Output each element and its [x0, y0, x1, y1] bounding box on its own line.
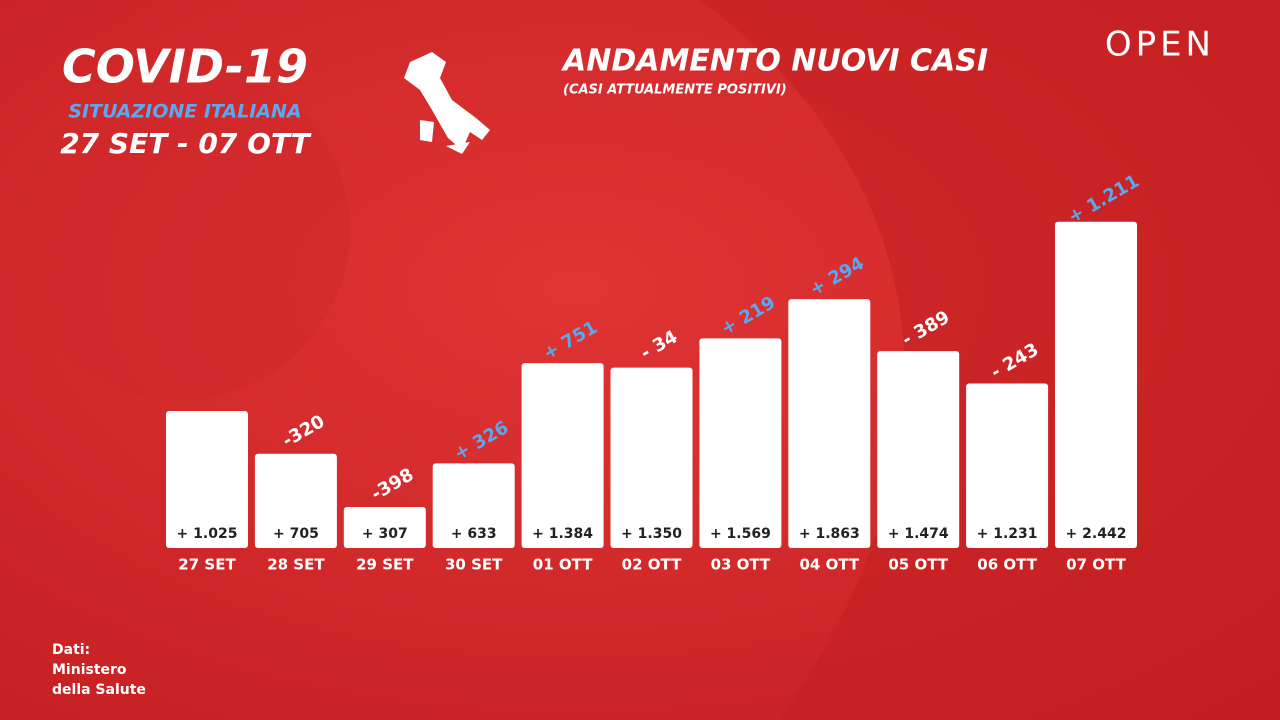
value-label: + 307 — [362, 526, 408, 542]
chart-title: ANDAMENTO NUOVI CASI — [561, 44, 988, 79]
x-tick-label: 06 OTT — [977, 556, 1037, 574]
x-tick-label: 29 SET — [356, 556, 414, 574]
decor-circle — [10, 60, 350, 400]
x-tick-label: 03 OTT — [711, 556, 771, 574]
value-label: + 1.569 — [710, 526, 771, 542]
bar — [966, 383, 1049, 548]
chart-subtitle: (CASI ATTUALMENTE POSITIVI) — [563, 83, 787, 98]
italy-map — [404, 52, 490, 154]
x-tick-label: 07 OTT — [1066, 556, 1126, 574]
value-label: + 705 — [273, 526, 319, 542]
value-label: + 1.863 — [799, 526, 860, 542]
x-tick-label: 05 OTT — [888, 556, 948, 574]
value-label: + 1.384 — [532, 526, 593, 542]
source-line: Ministero — [52, 662, 127, 678]
x-tick-label: 04 OTT — [799, 556, 859, 574]
value-label: + 1.025 — [177, 526, 238, 542]
bar — [1055, 221, 1137, 549]
x-tick-label: 01 OTT — [533, 556, 593, 574]
value-label: + 1.474 — [888, 526, 949, 542]
brand-logo: OPEN — [1105, 25, 1215, 65]
value-label: + 1.350 — [621, 526, 682, 542]
value-label: + 2.442 — [1066, 526, 1127, 542]
x-tick-label: 27 SET — [178, 556, 236, 574]
x-tick-label: 30 SET — [445, 556, 503, 574]
bar — [254, 453, 337, 548]
bar — [166, 411, 248, 548]
period: 27 SET - 07 OTT — [60, 127, 311, 160]
bar — [432, 463, 515, 548]
source-line: della Salute — [52, 682, 146, 698]
bar — [521, 363, 604, 548]
region: SITUAZIONE ITALIANA — [68, 101, 301, 123]
x-tick-label: 28 SET — [267, 556, 325, 574]
value-label: + 633 — [451, 526, 497, 542]
bar — [699, 338, 782, 548]
x-tick-label: 02 OTT — [622, 556, 682, 574]
bar — [343, 506, 426, 548]
bar — [788, 299, 871, 548]
source-line: Dati: — [52, 642, 90, 658]
value-label: + 1.231 — [977, 526, 1038, 542]
headline: COVID-19 — [62, 40, 308, 94]
bar — [610, 367, 693, 548]
bar — [877, 351, 960, 548]
